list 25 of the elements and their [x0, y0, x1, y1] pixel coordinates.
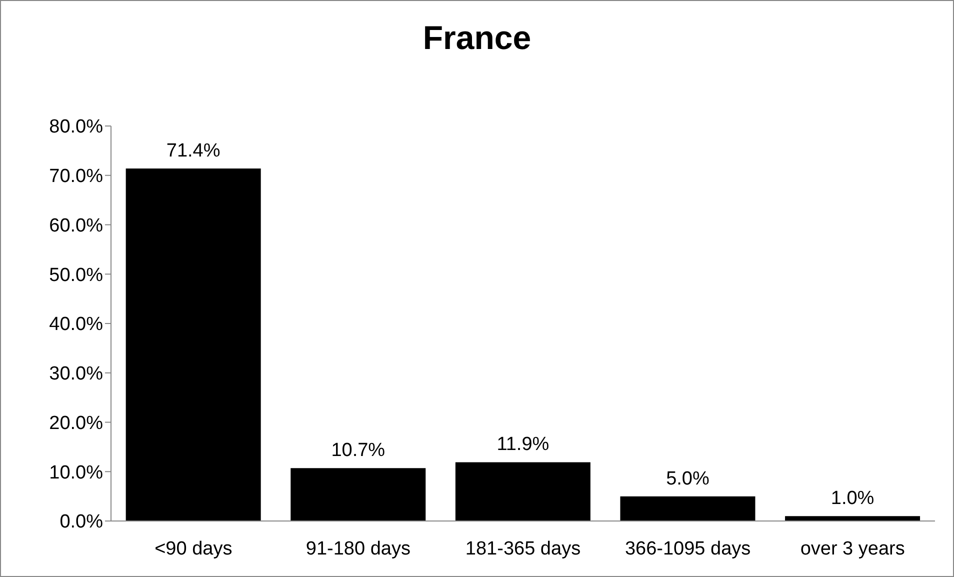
- y-tick-label: 10.0%: [49, 462, 104, 484]
- data-label: 71.4%: [166, 140, 220, 162]
- x-tick-label: over 3 years: [800, 538, 905, 560]
- x-tick-label: 91-180 days: [306, 538, 410, 560]
- x-tick-label: <90 days: [154, 538, 232, 560]
- chart-title: France: [422, 19, 532, 57]
- data-label: 10.7%: [331, 440, 386, 462]
- data-label: 1.0%: [830, 488, 874, 510]
- bar: [620, 496, 756, 521]
- bar: [455, 462, 590, 521]
- y-tick-label: 80.0%: [49, 116, 104, 138]
- x-tick-label: 181-365 days: [465, 538, 581, 560]
- y-tick-label: 20.0%: [49, 412, 104, 434]
- x-tick-label: 366-1095 days: [624, 538, 751, 560]
- bar: [785, 516, 920, 521]
- y-tick-label: 60.0%: [49, 215, 104, 236]
- y-tick-label: 30.0%: [49, 364, 104, 385]
- data-label: 11.9%: [496, 434, 550, 456]
- bar: [126, 168, 261, 521]
- y-tick-label: 70.0%: [49, 166, 104, 188]
- y-tick-label: 50.0%: [49, 264, 104, 286]
- data-label: 5.0%: [666, 468, 710, 490]
- bar: [290, 468, 426, 521]
- y-tick-label: 0.0%: [60, 512, 104, 533]
- y-tick-label: 40.0%: [49, 314, 104, 336]
